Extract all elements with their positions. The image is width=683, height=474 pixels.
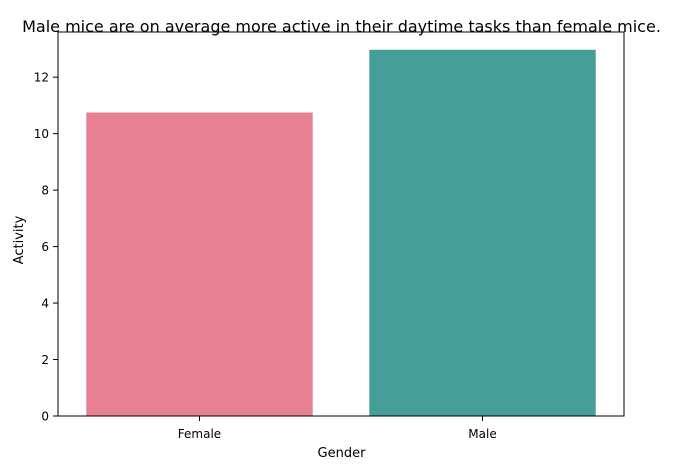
chart-title: Male mice are on average more active in … bbox=[22, 17, 661, 36]
y-tick-label: 0 bbox=[41, 410, 49, 424]
y-tick-label: 6 bbox=[41, 240, 49, 254]
bar-female bbox=[86, 112, 313, 417]
y-tick-label: 8 bbox=[41, 184, 49, 198]
x-tick-label: Female bbox=[178, 427, 221, 441]
x-axis-label: Gender bbox=[318, 446, 367, 461]
plot-frame bbox=[57, 31, 625, 417]
axes-layer: 0 2 4 6 8 10 12 Female Male bbox=[34, 31, 625, 441]
y-tick-label: 12 bbox=[34, 71, 49, 85]
y-tick-label: 10 bbox=[34, 127, 49, 141]
y-tick-label: 4 bbox=[41, 297, 49, 311]
bars-layer bbox=[86, 49, 596, 417]
bar-male bbox=[369, 49, 596, 416]
y-axis-label: Activity bbox=[12, 215, 27, 264]
y-tick-label: 2 bbox=[41, 353, 49, 367]
x-tick-label: Male bbox=[468, 427, 496, 441]
